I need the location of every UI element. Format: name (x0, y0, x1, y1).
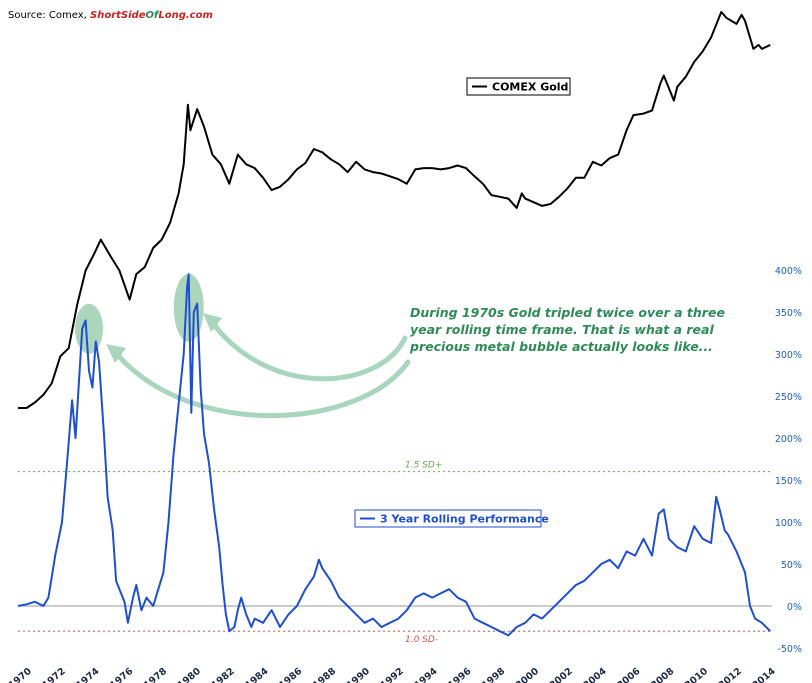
x-tick-1984: 1984 (243, 666, 271, 683)
x-tick-2002: 2002 (548, 666, 575, 683)
brand-part-short: Short (90, 10, 122, 21)
legend-gold: COMEX Gold (466, 77, 571, 96)
x-tick-1988: 1988 (311, 666, 339, 683)
rolling-performance-line (17, 273, 772, 637)
x-tick-1972: 1972 (40, 666, 67, 683)
x-tick-1994: 1994 (412, 666, 440, 683)
x-tick-2014: 2014 (750, 666, 778, 683)
arrow-1974-head (106, 344, 126, 363)
legend-performance-label: 3 Year Rolling Performance (380, 513, 549, 526)
y-tick-100: 100% (775, 518, 802, 529)
source-line: Source: Comex, ShortSideOfLong.com (8, 10, 213, 21)
x-tick-1992: 1992 (379, 666, 406, 683)
annotation-text: During 1970s Gold tripled twice over a t… (409, 305, 725, 354)
x-tick-1982: 1982 (209, 666, 236, 683)
y-tick-150: 150% (775, 476, 802, 487)
y-tick-300: 300% (775, 350, 802, 361)
x-tick-1976: 1976 (108, 666, 136, 683)
y-tick-400: 400% (775, 266, 802, 277)
y-tick-250: 250% (775, 392, 802, 403)
x-tick-2010: 2010 (683, 666, 711, 683)
brand-part-of: Of (145, 10, 160, 21)
legend-performance: 3 Year Rolling Performance (354, 509, 549, 528)
x-tick-1998: 1998 (480, 666, 508, 683)
bubble-highlight-1 (75, 303, 104, 354)
reference-lines: 1.5 SD+ 1.0 SD- (18, 461, 772, 645)
brand-part-com: .com (186, 10, 213, 21)
sd-plus-line-label: 1.5 SD+ (405, 461, 442, 471)
y-tick-0: 0% (787, 602, 802, 613)
x-tick-2000: 2000 (514, 666, 542, 683)
x-tick-1990: 1990 (345, 666, 373, 683)
x-tick-2006: 2006 (615, 666, 643, 683)
arrow-1974-shaft (113, 350, 411, 419)
x-tick-1970: 1970 (7, 666, 35, 683)
y-tick-50: 50% (781, 560, 802, 571)
brand-part-side: Side (121, 10, 146, 21)
arrow-1980-shaft (209, 319, 408, 382)
annotation-line-2: year rolling time frame. That is what a … (410, 322, 714, 337)
source-prefix: Source: Comex, (8, 10, 90, 21)
y-tick-200: 200% (775, 434, 802, 445)
annotation-line-1: During 1970s Gold tripled twice over a t… (410, 305, 725, 320)
y-axis-right-ticks: 400% 350% 300% 250% 200% 150% 100% 50% 0% -50% (775, 266, 802, 655)
x-tick-1996: 1996 (446, 666, 474, 683)
x-tick-2012: 2012 (717, 666, 744, 683)
y-tick-350: 350% (775, 308, 802, 319)
y-tick-minus-50: -50% (777, 644, 802, 655)
x-tick-1974: 1974 (74, 666, 102, 683)
sd-minus-line-label: 1.0 SD- (405, 635, 438, 645)
annotation-arrows (106, 313, 411, 419)
annotation-line-3: precious metal bubble actually looks lik… (409, 339, 713, 354)
x-axis-ticks: 1970 1972 1974 1976 1978 1980 1982 1984 1986 1988… (7, 666, 778, 683)
legend-gold-box (466, 77, 571, 96)
x-tick-2004: 2004 (581, 666, 609, 683)
x-tick-1986: 1986 (277, 666, 305, 683)
legend-performance-box (354, 509, 542, 528)
arrow-1980-head (203, 313, 222, 332)
source-label: Source: Comex, ShortSideOfLong.com (8, 10, 213, 21)
brand-part-long: Long (158, 10, 186, 21)
x-tick-1978: 1978 (142, 666, 170, 683)
comex-gold-line (18, 11, 771, 409)
x-tick-2008: 2008 (649, 666, 677, 683)
x-tick-1980: 1980 (176, 666, 204, 683)
legend-gold-label: COMEX Gold (492, 81, 568, 94)
